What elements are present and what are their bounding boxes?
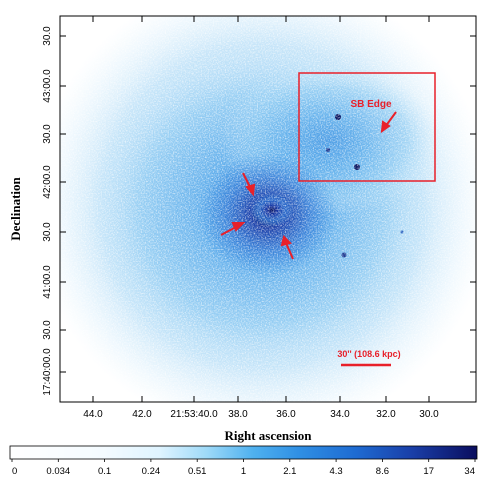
x-tick-label: 34.0	[330, 409, 350, 420]
x-tick-label: 42.0	[132, 409, 152, 420]
colorbar-tick-label: 2.1	[283, 466, 296, 477]
colorbar-tick-label: 17	[423, 466, 434, 477]
colorbar-tick-label: 4.3	[329, 466, 342, 477]
x-tick-label: 44.0	[83, 409, 103, 420]
x-tick-label: 38.0	[228, 409, 248, 420]
y-tick-label: 30.0	[42, 124, 53, 144]
colorbar-tick-label: 0	[12, 466, 17, 477]
xray-image	[60, 16, 476, 402]
x-axis-label: Right ascension	[224, 428, 312, 443]
y-axis: 17:40:00.0 30.0 41:00.0 30.0 42:00.0 30.0 43:0…	[42, 26, 476, 396]
y-tick-label: 41:00.0	[42, 265, 53, 299]
x-tick-label: 36.0	[276, 409, 296, 420]
colorbar-tick-label: 1	[241, 466, 246, 477]
colorbar-ticks: 0 0.034 0.1 0.24 0.51 1 2.1 4.3 8.6 17 34	[11, 459, 476, 477]
x-tick-label: 32.0	[376, 409, 396, 420]
y-tick-label: 17:40:00.0	[42, 348, 53, 396]
edge-region-box	[298, 72, 436, 182]
x-tick-label: 21:53:40.0	[170, 409, 218, 420]
y-tick-label: 30.0	[42, 222, 53, 242]
scale-label: 30'' (108.6 kpc)	[337, 349, 400, 359]
x-axis: 44.0 42.0 21:53:40.0 38.0 36.0 34.0 32.0 30.0	[83, 16, 439, 420]
colorbar-tick-label: 0.1	[98, 466, 111, 477]
colorbar	[9, 445, 478, 460]
y-tick-label: 30.0	[42, 320, 53, 340]
annotation-arrows	[220, 111, 397, 260]
y-tick-label: 43:00.0	[42, 69, 53, 103]
colorbar-tick-label: 0.51	[188, 466, 207, 477]
image-frame	[59, 15, 477, 403]
y-axis-label: Declination	[8, 176, 23, 240]
colorbar-tick-label: 8.6	[376, 466, 389, 477]
y-tick-label: 30.0	[42, 26, 53, 46]
colorbar-tick-label: 0.034	[46, 466, 70, 477]
colorbar-tick-label: 34	[464, 466, 475, 477]
colorbar-tick-label: 0.24	[142, 466, 161, 477]
y-tick-label: 42:00.0	[42, 165, 53, 199]
edge-label: SB Edge	[350, 99, 392, 110]
x-tick-label: 30.0	[419, 409, 439, 420]
